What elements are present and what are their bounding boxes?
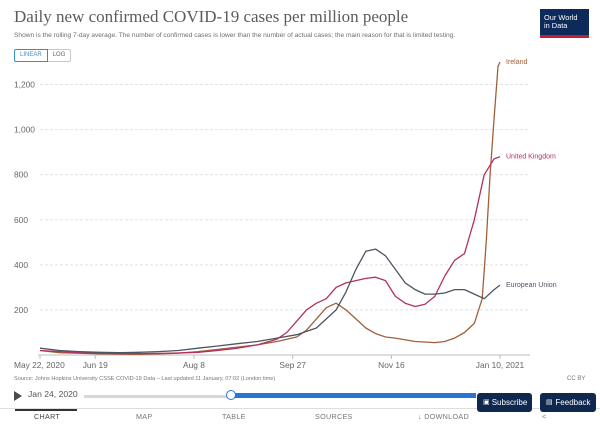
x-tick-label: May 22, 2020 — [14, 360, 65, 370]
chart-subtitle: Shown is the rolling 7-day average. The … — [14, 32, 456, 39]
x-tick-label: Jan 10, 2021 — [476, 360, 525, 370]
timeline-start-date: Jan 24, 2020 — [28, 389, 78, 399]
log-scale-button[interactable]: LOG — [47, 49, 72, 62]
y-tick-label: 400 — [14, 260, 28, 270]
y-tick-label: 1,200 — [14, 80, 35, 90]
feedback-button[interactable]: ▤ Feedback — [540, 393, 596, 412]
tab-download[interactable]: ↓ DOWNLOAD — [418, 412, 469, 421]
download-icon: ↓ — [418, 412, 422, 421]
tab-map[interactable]: MAP — [136, 412, 153, 421]
tab-chart[interactable]: CHART — [34, 412, 61, 421]
y-tick-label: 800 — [14, 170, 28, 180]
series-label: United Kingdom — [506, 154, 556, 161]
subscribe-label: Subscribe — [491, 398, 528, 407]
tab-download-label: DOWNLOAD — [424, 412, 469, 421]
series-line-european-union — [39, 248, 501, 354]
tab-bar: CHART MAP TABLE SOURCES ↓ DOWNLOAD < — [0, 408, 600, 430]
linear-scale-button[interactable]: LINEAR — [14, 49, 48, 62]
timeline-selected-range — [232, 393, 476, 398]
x-tick-label: Nov 16 — [378, 360, 405, 370]
source-note: Source: Johns Hopkins University CSSE CO… — [14, 376, 276, 382]
series-label: Ireland — [506, 59, 528, 66]
scale-toggle: LINEAR LOG — [14, 49, 72, 62]
subscribe-button[interactable]: ▣ Subscribe — [477, 393, 532, 412]
y-tick-label: 200 — [14, 305, 28, 315]
comment-icon: ▤ — [546, 399, 553, 406]
logo-line2: in Data — [544, 21, 568, 31]
series-label: European Union — [506, 282, 557, 289]
tab-share[interactable]: < — [542, 412, 547, 421]
tab-table[interactable]: TABLE — [222, 412, 246, 421]
timeline-track[interactable] — [84, 395, 234, 398]
chart-title: Daily new confirmed COVID-19 cases per m… — [14, 7, 409, 26]
line-chart: 200 400 600 800 1,000 1,200 May 22, 2020 Jun 19… — [14, 59, 557, 370]
logo-line1: Our World — [544, 13, 578, 22]
active-tab-indicator — [15, 409, 77, 411]
series-line-ireland — [39, 61, 501, 355]
x-tick-label: Aug 8 — [183, 360, 205, 370]
feedback-label: Feedback — [555, 398, 591, 407]
play-icon[interactable] — [14, 391, 22, 401]
timeline-handle[interactable] — [226, 390, 236, 400]
y-tick-label: 600 — [14, 215, 28, 225]
series-line-united-kingdom — [39, 156, 501, 355]
tab-sources[interactable]: SOURCES — [315, 412, 353, 421]
license-link[interactable]: CC BY — [567, 376, 586, 382]
y-tick-label: 1,000 — [14, 125, 35, 135]
x-tick-label: Sep 27 — [279, 360, 306, 370]
bell-icon: ▣ — [483, 399, 490, 406]
x-tick-label: Jun 19 — [83, 360, 108, 370]
owid-logo[interactable]: Our World in Data — [540, 9, 589, 38]
